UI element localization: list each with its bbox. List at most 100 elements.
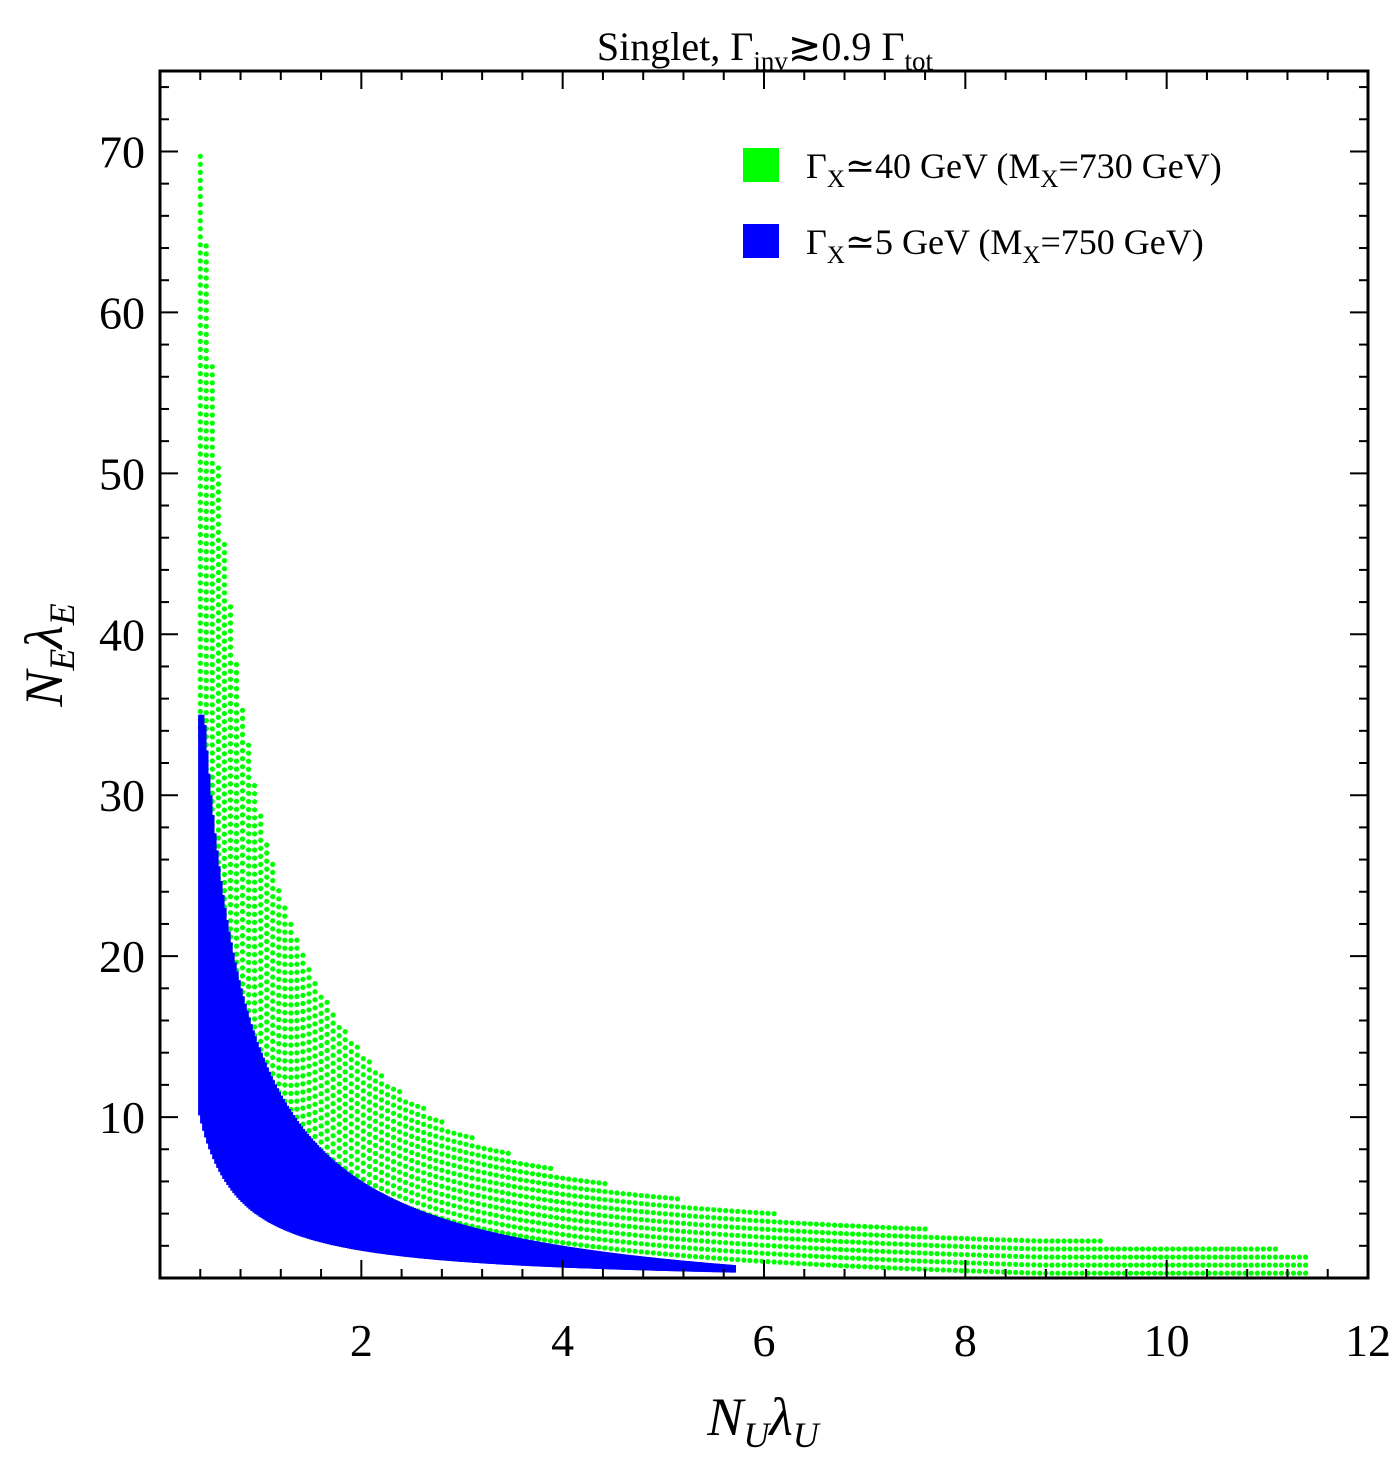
data-point — [916, 1226, 922, 1232]
data-point — [535, 1236, 542, 1242]
data-point — [994, 1253, 1001, 1259]
data-point — [1182, 1262, 1188, 1268]
data-point — [403, 1179, 409, 1185]
data-point — [1073, 1262, 1079, 1268]
data-point — [517, 1185, 524, 1191]
data-point — [221, 775, 227, 781]
data-point — [469, 1191, 475, 1197]
data-point — [239, 780, 246, 786]
data-point — [868, 1232, 874, 1238]
data-point — [252, 887, 258, 893]
data-point — [765, 1251, 771, 1257]
data-point — [862, 1248, 868, 1254]
data-point — [493, 1204, 499, 1210]
data-point — [1067, 1246, 1073, 1252]
data-point — [457, 1212, 463, 1218]
data-point — [215, 795, 221, 801]
data-point — [548, 1198, 554, 1204]
data-point — [747, 1209, 753, 1215]
data-point — [656, 1242, 662, 1248]
data-point — [239, 820, 246, 826]
data-point — [336, 1129, 342, 1135]
data-point — [439, 1207, 445, 1213]
data-point — [656, 1234, 662, 1240]
data-point — [711, 1255, 717, 1261]
data-point — [270, 1006, 276, 1012]
data-point — [342, 1109, 348, 1115]
data-point — [898, 1257, 904, 1263]
data-point — [578, 1242, 584, 1248]
data-point — [825, 1246, 832, 1252]
data-point — [264, 1035, 270, 1041]
data-point — [1103, 1270, 1109, 1276]
data-point — [397, 1121, 403, 1127]
data-point — [1085, 1238, 1091, 1244]
data-point — [421, 1105, 427, 1111]
data-point — [517, 1169, 524, 1175]
data-point — [1073, 1238, 1079, 1244]
data-point — [626, 1199, 632, 1205]
data-point — [1073, 1246, 1079, 1252]
data-point — [203, 565, 209, 571]
data-point — [258, 821, 264, 827]
data-point — [499, 1189, 505, 1195]
data-point — [252, 863, 258, 869]
data-point — [777, 1235, 783, 1241]
data-point — [312, 1085, 318, 1091]
data-point — [1061, 1246, 1067, 1252]
data-point — [197, 290, 203, 296]
data-point — [686, 1253, 693, 1259]
data-point — [209, 597, 215, 603]
data-point — [463, 1214, 469, 1220]
data-point — [632, 1240, 638, 1246]
data-point — [384, 1172, 391, 1178]
data-point — [481, 1170, 487, 1176]
data-point — [221, 566, 227, 572]
data-point — [1139, 1270, 1146, 1276]
data-point — [306, 1039, 312, 1045]
data-point — [541, 1197, 548, 1203]
data-point — [783, 1244, 789, 1250]
data-point — [711, 1223, 717, 1229]
data-point — [1152, 1254, 1158, 1260]
data-point — [795, 1260, 801, 1266]
data-point — [282, 1082, 288, 1088]
data-point — [403, 1115, 409, 1121]
data-point — [318, 1067, 324, 1073]
data-point — [445, 1129, 451, 1135]
data-point — [221, 678, 227, 684]
data-point — [457, 1148, 463, 1154]
data-point — [922, 1250, 928, 1256]
data-point — [753, 1210, 759, 1216]
data-point — [1266, 1262, 1272, 1268]
data-point — [608, 1189, 614, 1195]
data-point — [318, 1050, 324, 1057]
data-point — [366, 1099, 372, 1105]
data-point — [1025, 1238, 1031, 1244]
data-point — [916, 1234, 922, 1240]
data-point — [209, 484, 215, 490]
data-point — [258, 869, 264, 876]
data-point — [306, 975, 312, 981]
data-point — [898, 1241, 904, 1247]
data-point — [1290, 1262, 1297, 1268]
data-point — [227, 636, 234, 642]
data-point — [384, 1164, 391, 1170]
data-point — [227, 644, 234, 650]
data-point — [590, 1187, 596, 1193]
data-point — [481, 1178, 487, 1184]
data-point — [928, 1234, 934, 1240]
data-point — [517, 1225, 524, 1231]
data-point — [572, 1193, 578, 1199]
data-point — [360, 1128, 366, 1134]
data-point — [197, 604, 203, 610]
data-point — [505, 1223, 511, 1229]
data-point — [233, 750, 240, 756]
data-point — [227, 660, 234, 666]
data-point — [1025, 1246, 1031, 1252]
data-point — [596, 1236, 602, 1242]
data-point — [481, 1162, 487, 1168]
data-point — [203, 605, 209, 611]
data-point — [1158, 1246, 1164, 1252]
data-point — [1242, 1246, 1248, 1252]
